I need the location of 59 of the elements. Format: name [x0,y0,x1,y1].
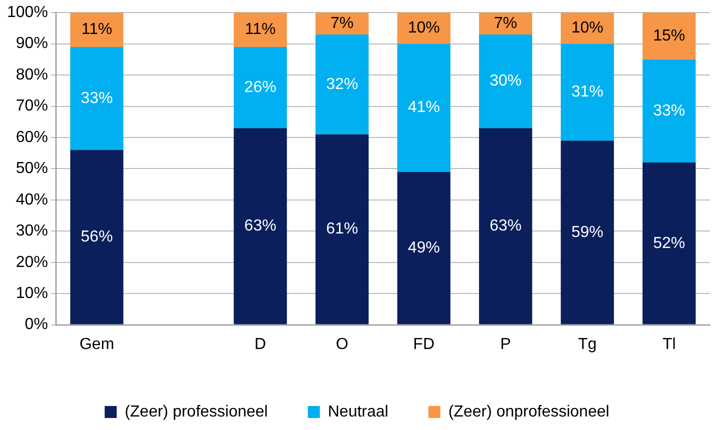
x-tick-label: Tl [662,336,676,353]
data-label: 52% [653,234,686,252]
y-tick-label: 100% [7,4,48,22]
x-tick-label: Tg [578,336,597,353]
x-tick-label: P [500,336,511,353]
bar [397,44,450,172]
data-label: 59% [571,224,604,241]
data-label: 33% [653,102,686,120]
bar [70,46,124,150]
legend-label: (Zeer) onprofessioneel [448,403,610,420]
bar [642,12,696,60]
y-tick-label: 50% [16,160,48,178]
bar [70,12,124,47]
data-label: 11% [81,21,112,38]
data-label: 41% [408,99,440,116]
data-label: 56% [80,228,113,246]
bar [560,44,614,141]
data-label: 10% [408,20,440,37]
bar [234,128,287,324]
bar [479,34,532,128]
y-tick-label: 60% [16,128,48,146]
data-label: 30% [490,72,522,90]
data-label: 63% [490,218,522,235]
y-tick-label: 20% [16,254,48,271]
bar [234,46,287,128]
data-label: 33% [80,90,113,107]
data-label: 10% [571,20,604,37]
y-tick-label: 0% [24,316,48,334]
bar [70,150,124,324]
legend-label: (Zeer) professioneel [124,403,268,420]
bar [316,34,369,134]
y-tick-label: 90% [16,35,48,52]
bar [560,140,614,324]
bar [316,134,369,324]
bar [234,12,287,47]
bar [479,128,532,324]
data-label: 11% [244,21,276,38]
data-label: 31% [571,84,604,101]
y-tick-label: 70% [16,98,48,115]
data-label: 61% [326,220,358,238]
bar [642,59,696,162]
data-label: 49% [408,239,440,256]
data-label: 63% [244,218,276,235]
y-tick-label: 80% [16,66,48,84]
data-label: 15% [653,27,686,44]
x-tick-label: O [336,336,348,353]
data-label: 32% [326,76,358,93]
bar [642,162,696,324]
x-tick-label: Gem [79,336,114,353]
x-tick-label: D [254,336,266,353]
y-tick-label: 40% [16,191,48,208]
x-tick-label: FD [413,336,435,353]
legend-label: Neutraal [328,403,388,420]
y-tick-label: 10% [16,284,48,302]
y-tick-label: 30% [16,222,48,240]
data-label: 7% [494,14,518,32]
data-label: 7% [330,14,354,32]
bar [397,172,450,324]
data-label: 26% [244,78,276,96]
